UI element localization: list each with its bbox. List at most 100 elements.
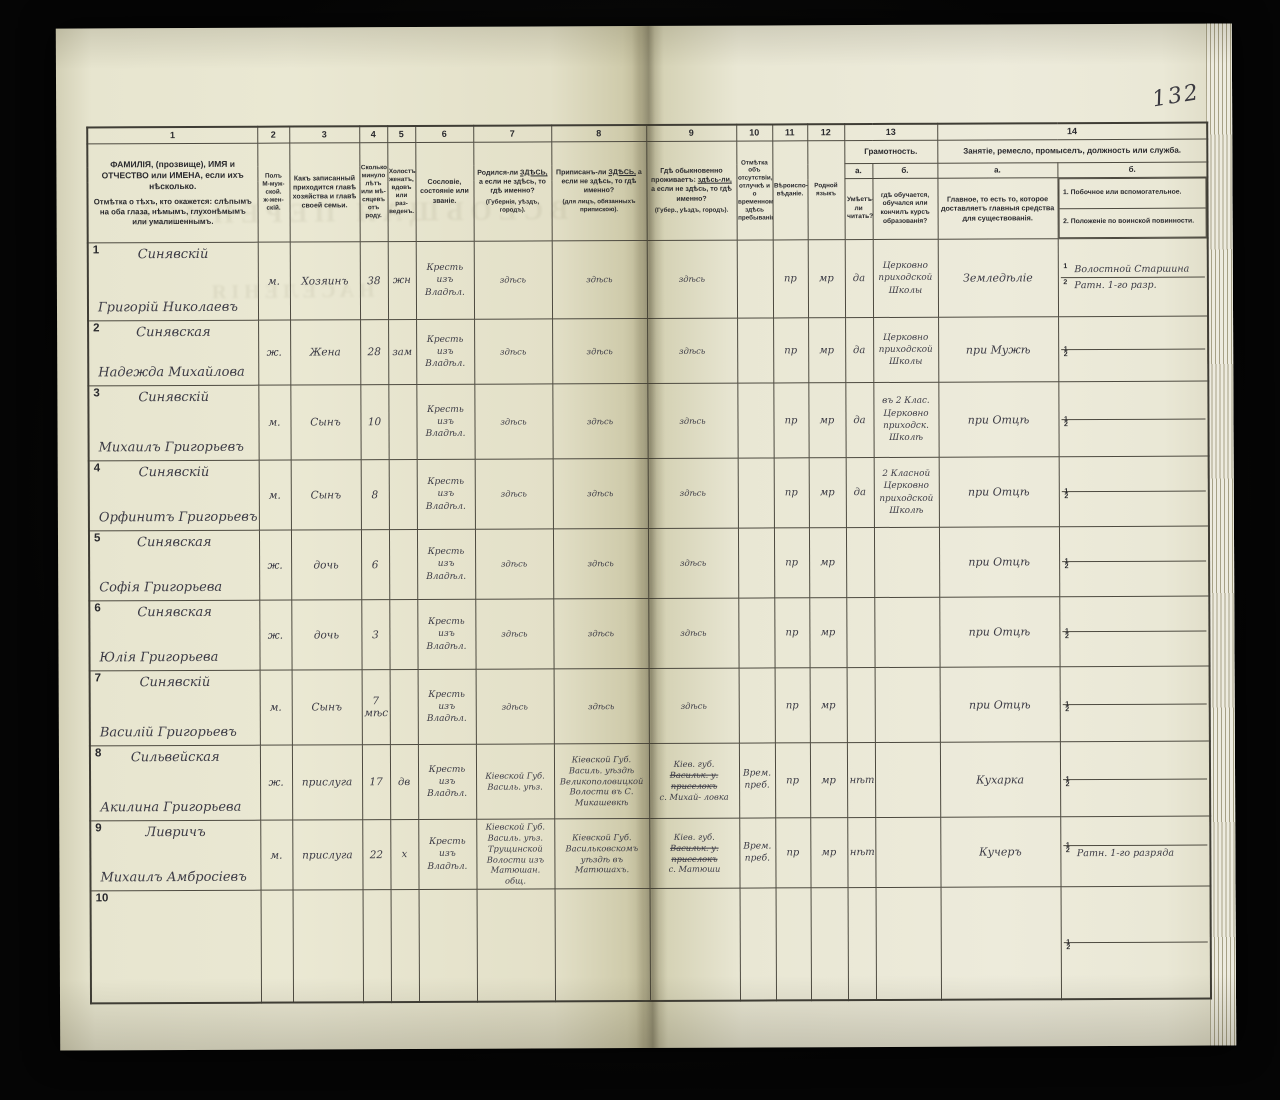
- cell-main-occupation: [940, 886, 1062, 1000]
- cell-age: 38: [359, 241, 389, 320]
- cell-lives-where: здѣсь: [648, 668, 739, 744]
- cell-can-read: [846, 667, 875, 743]
- cell-can-read: да: [845, 317, 874, 383]
- cell-name: 9 Ливричъ Михаилъ Амбросіевъ: [90, 820, 261, 891]
- cell-estate: Кресть изъ Владѣл.: [415, 241, 475, 320]
- given-name: Григорій Николаевъ: [97, 299, 238, 316]
- cell-relation: прислуга: [291, 744, 363, 821]
- header-name-column: ФАМИЛІЯ, (прозвище), ИМЯ и ОТЧЕСТВО или …: [87, 143, 258, 243]
- cell-sex: ж.: [259, 745, 293, 821]
- cell-marital: [388, 384, 417, 460]
- side-occupation-2: 2 Ратн. 1-го разр.: [1060, 278, 1205, 294]
- cell-religion: пр: [774, 597, 810, 668]
- cell-religion: пр: [774, 667, 810, 743]
- cell-can-read: [845, 527, 875, 598]
- cell-estate: Кресть изъ Владѣл.: [416, 384, 475, 460]
- census-rows: 1 Синявскій Григорій Николаевъ м. Хозяин…: [87, 238, 1212, 1003]
- cell-born-where: здѣсь: [475, 668, 554, 745]
- cell-name: 3 Синявскій Михаилъ Григорьевъ: [88, 385, 259, 461]
- cell-registered-where: здѣсь: [551, 240, 648, 319]
- cell-side-occupation: 1 2: [1058, 316, 1209, 382]
- table-row: 10 1 2: [90, 886, 1212, 1003]
- lives-text: Кіев. губ.: [673, 759, 715, 770]
- cell-can-read: нѣт: [846, 742, 876, 818]
- cell-religion: пр: [775, 817, 811, 888]
- header-side-occupation-2: 2. Положеніе по воинской повинности.: [1063, 217, 1195, 226]
- cell-can-read: да: [845, 382, 874, 458]
- header-marital: Холостъ, женатъ, вдовъ или раз- веденъ.: [387, 142, 416, 242]
- cell-religion: пр: [773, 382, 809, 458]
- cell-registered-where: здѣсь: [552, 528, 649, 599]
- cell-born-where: здѣсь: [474, 318, 553, 385]
- row-number: 9: [95, 822, 102, 835]
- cell-sex: м.: [259, 670, 292, 746]
- census-table: 1 2 3 4 5 6 7 8 9 10 11 12 13 14 ФАМИЛІЯ…: [86, 121, 1213, 1004]
- cell-lives-where: здѣсь: [646, 240, 738, 319]
- col-num-7: 7: [473, 125, 552, 143]
- cell-language: мр: [807, 239, 846, 318]
- cell-estate: Кресть изъ Владѣл.: [417, 744, 477, 820]
- cell-relation: Хозяинъ: [289, 241, 361, 321]
- header-occupation-title: Занятіе, ремесло, промыселъ, должность и…: [937, 139, 1208, 164]
- cell-marital: жн: [387, 241, 417, 320]
- cell-born-where: здѣсь: [474, 383, 553, 460]
- cell-marital: [389, 599, 418, 670]
- cell-where-educated: [875, 887, 942, 1000]
- side-occupation-2: 2: [1063, 942, 1208, 951]
- given-name: Юлія Григорьева: [99, 649, 219, 666]
- side-occupation-2: 2: [1062, 562, 1207, 570]
- cell-registered-where: здѣсь: [553, 668, 649, 744]
- header-can-read: Умѣетъ- ли читать?: [844, 178, 873, 240]
- cell-born-where: Кіевской Губ. Василь. уѣз.: [475, 743, 555, 820]
- table-row: 7 Синявскій Василій Григорьевъ м. Сынъ 7…: [89, 666, 1210, 746]
- header-reg-word: ЗДѢСЬ,: [608, 168, 636, 176]
- cell-side-occupation: 1 2: [1058, 381, 1209, 457]
- header-born-here: Родился-ли ЗДѢСЬ, а если не здѣсь, то гд…: [473, 141, 552, 242]
- cell-absence-note: [737, 382, 774, 459]
- header-religion: Вѣроиспо- вѣданіе.: [772, 140, 808, 240]
- cell-absence-note: [737, 527, 775, 599]
- cell-sex: м.: [258, 385, 291, 461]
- col-num-6: 6: [415, 125, 474, 143]
- cell-religion: пр: [773, 527, 810, 598]
- cell-marital: [388, 459, 417, 530]
- given-name: Михаилъ Григорьевъ: [98, 439, 244, 456]
- side-value-2: Ратн. 1-го разряда: [1076, 847, 1175, 860]
- cell-absence-note: [739, 887, 777, 1001]
- cell-registered-where: [554, 888, 651, 1001]
- cell-name: 1 Синявскій Григорій Николаевъ: [87, 242, 259, 321]
- side-value-1: Волостной Старшина: [1074, 263, 1190, 275]
- row-number: 6: [94, 602, 101, 615]
- col-num-12: 12: [807, 124, 845, 141]
- col-num-14: 14: [937, 122, 1208, 141]
- cell-lives-where: здѣсь: [648, 598, 739, 669]
- cell-main-occupation: Земледѣліе: [937, 238, 1059, 318]
- cell-lives-where: [649, 888, 741, 1001]
- header-occupation-b-letter: б.: [1057, 162, 1208, 178]
- col-num-8: 8: [551, 124, 647, 142]
- header-reg-pre: Приписанъ-ли: [556, 168, 607, 177]
- cell-age: 22: [362, 819, 391, 890]
- cell-born-where: Кіевской Губ. Василь. уѣз. Трущинской Во…: [476, 818, 555, 890]
- cell-absence-note: [737, 317, 774, 384]
- given-name: Софія Григорьева: [99, 579, 223, 596]
- header-name-line2: Отмѣтка о тѣхъ, кто окажется: слѣпымъ на…: [93, 196, 252, 227]
- cell-sex: ж.: [259, 600, 292, 671]
- header-lives-word: здѣсь-ли,: [697, 176, 732, 185]
- lives-struck-text: Васильк. у. приселокъ: [669, 769, 719, 791]
- cell-estate: Кресть изъ Владѣл.: [418, 819, 477, 890]
- cell-where-educated: [873, 527, 940, 598]
- cell-relation: [292, 889, 364, 1003]
- side-mark-2: 2: [1063, 350, 1068, 358]
- cell-absence-note: [737, 457, 774, 529]
- table-row: 5 Синявская Софія Григорьева ж. дочь 6 К…: [88, 526, 1210, 601]
- lives-kept-text: с. Матюши: [668, 863, 721, 875]
- cell-marital: дв: [389, 744, 419, 820]
- cell-where-educated: Церковно приходской Школы: [873, 317, 939, 383]
- side-occupation-box: 1 2: [1062, 699, 1207, 713]
- cell-estate: Кресть изъ Владѣл.: [416, 319, 475, 385]
- cell-name: 2 Синявская Надежда Михайлова: [88, 320, 259, 386]
- col-num-4: 4: [359, 126, 388, 143]
- header-born-word: ЗДѢСЬ,: [520, 169, 548, 177]
- side-mark-2: 2: [1063, 279, 1068, 287]
